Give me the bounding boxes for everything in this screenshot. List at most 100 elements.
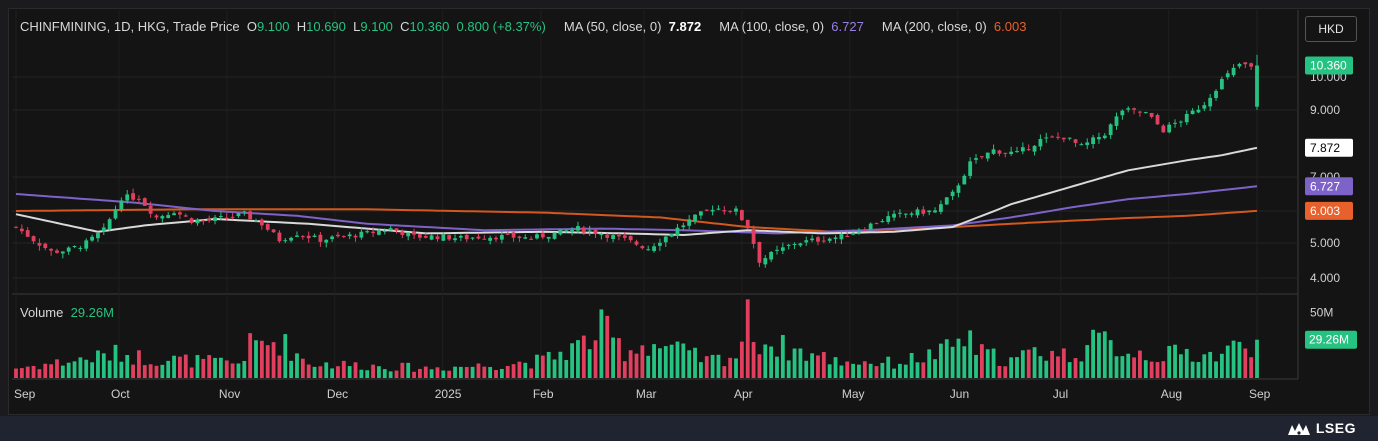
ma100-label[interactable]: MA (100, close, 0) [719,19,825,34]
volume-bar [622,361,627,378]
footer-bar [0,416,1378,441]
candle-body [968,161,973,176]
volume-bar [160,364,165,378]
lseg-logo-icon [1287,423,1310,436]
volume-bar [517,361,522,378]
candle-body [1214,90,1218,98]
candle-body [14,226,18,228]
candle-body [160,216,165,219]
candle-body [96,233,100,239]
candle-body [892,213,896,218]
volume-bar [874,366,879,378]
volume-header: Volume 29.26M [20,305,114,320]
volume-bar [868,363,873,378]
candle-body [663,236,668,243]
x-tick-label: Apr [734,387,753,401]
candle-body [406,232,411,237]
moving-average-lines [15,146,1258,237]
candle-body [628,235,633,241]
candle-body [1038,138,1043,147]
volume-bar [72,361,77,378]
candle-body [1161,125,1166,133]
currency-button[interactable]: HKD [1305,16,1357,42]
candle-body [447,235,452,240]
candle-body [482,238,487,240]
volume-bar [751,342,756,378]
candle-body [418,234,422,238]
volume-bar [295,353,299,378]
volume-bar [476,363,481,378]
volume-bar [950,346,955,378]
candle-body [195,220,200,224]
volume-bar [382,369,387,378]
candle-body [289,237,294,241]
volume-bar [921,362,926,378]
candle-body [119,200,124,210]
candle-body [207,218,212,221]
candle-body [956,185,961,193]
candle-body [1126,108,1131,110]
volume-bar [254,340,258,378]
candle-body [1079,144,1084,146]
price-label-box [1305,138,1353,157]
volume-bar [423,366,428,378]
candle-body [693,214,697,222]
candle-body [72,246,77,248]
candle-body [927,210,932,213]
volume-bar [365,370,370,378]
volume-bar [938,343,943,378]
volume-bar [1143,360,1148,378]
volume-bar [494,370,498,378]
ma50-label[interactable]: MA (50, close, 0) [563,19,662,34]
candle-body [622,235,627,238]
volume-bar [265,345,270,378]
candle-body [552,232,557,239]
candle-body [166,215,171,219]
candle-body [745,219,750,229]
candle-body [1108,124,1113,136]
axes: 4.0005.0006.0007.0009.00010.000SepOctNov… [14,56,1357,401]
candle-body [962,175,967,185]
x-tick-label: Sep [14,387,36,401]
change-value: 0.800 (+8.37%) [456,19,546,34]
x-tick-label: Sep [1249,387,1271,401]
candle-body [1173,122,1177,124]
candle-body [353,235,358,238]
volume-bar [816,355,820,378]
volume-bar [821,352,826,378]
candle-body [359,231,364,238]
x-tick-label: Dec [327,387,348,401]
candle-body [382,230,387,232]
candle-body [1143,112,1148,114]
open-label: O [246,19,257,34]
volume-bar [259,340,264,378]
volume-bar [722,366,727,378]
volume-bar [441,370,446,378]
candle-body [687,219,692,226]
x-tick-label: Nov [219,387,240,401]
volume-bar [862,361,867,378]
candle-body [739,210,744,221]
candle-body [429,235,434,240]
candle-body [944,197,949,205]
open-value: 9.100 [256,19,290,34]
candle-body [974,158,978,160]
candle-body [1184,113,1189,123]
ma200-label[interactable]: MA (200, close, 0) [881,19,987,34]
candle-body [458,235,463,238]
volume-bar [435,367,440,378]
candle-body [868,223,873,230]
volume-bar [1085,345,1090,378]
candle-body [780,247,785,251]
volume-bar [552,359,557,378]
volume-bar [804,360,809,378]
candle-body [1225,73,1230,78]
volume-bar [810,353,815,378]
volume-bar [909,352,914,378]
candle-body [19,228,24,232]
ma200-value: 6.003 [993,19,1027,34]
volume-bar [1231,340,1236,378]
candle-body [775,249,779,251]
volume-bar [576,340,580,378]
volume-bar [154,365,159,378]
